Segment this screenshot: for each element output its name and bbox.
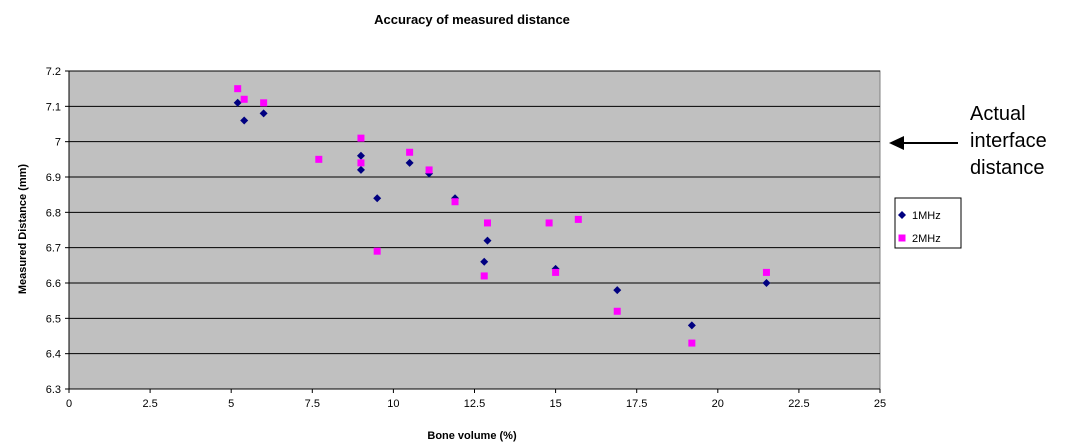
plot-area <box>68 70 881 390</box>
point-2mhz <box>762 268 770 276</box>
legend: 1MHz 2MHz <box>894 197 962 249</box>
y-tick-label: 6.4 <box>46 349 61 361</box>
x-tick-label: 22.5 <box>788 398 809 410</box>
y-tick-label: 7 <box>55 137 61 149</box>
y-tick-label: 6.6 <box>46 278 61 290</box>
x-tick-label: 2.5 <box>142 398 157 410</box>
point-2mhz <box>315 155 323 163</box>
legend-label-2mhz: 2MHz <box>912 233 941 245</box>
legend-label-1mhz: 1MHz <box>912 210 941 222</box>
x-tick-label: 5 <box>228 398 234 410</box>
y-tick-label: 6.7 <box>46 243 61 255</box>
y-tick-label: 6.5 <box>46 313 61 325</box>
point-2mhz <box>373 247 381 255</box>
point-1mhz <box>483 236 492 245</box>
point-1mhz <box>613 286 622 295</box>
point-2mhz <box>406 148 414 156</box>
point-1mhz <box>762 279 771 287</box>
x-tick-label: 17.5 <box>626 398 647 410</box>
point-2mhz <box>357 134 365 142</box>
chart-title: Accuracy of measured distance <box>374 12 570 27</box>
plot-background <box>68 70 881 390</box>
y-tick-label: 6.3 <box>46 384 61 396</box>
annotation-arrowhead <box>889 136 904 150</box>
y-tick-label: 6.8 <box>46 207 61 219</box>
y-tick-label: 7.2 <box>46 66 61 78</box>
point-1mhz <box>259 109 268 118</box>
point-2mhz <box>480 272 488 280</box>
point-2mhz <box>574 215 582 223</box>
point-2mhz <box>552 268 560 276</box>
y-tick-label: 6.9 <box>46 172 61 184</box>
point-2mhz <box>260 99 268 107</box>
y-tick-label: 7.1 <box>46 101 61 113</box>
x-tick-label: 20 <box>712 398 724 410</box>
x-tick-label: 12.5 <box>464 398 485 410</box>
legend-marker-2mhz <box>898 234 906 242</box>
point-2mhz <box>425 166 433 174</box>
x-tick-label: 25 <box>874 398 886 410</box>
annotation-line-3: distance <box>970 157 1045 179</box>
point-2mhz <box>545 219 553 227</box>
point-2mhz <box>688 339 696 347</box>
point-1mhz <box>373 194 382 203</box>
x-axis-ticks: 0 2.5 5 7.5 10 12.5 15 17.5 20 22.5 25 <box>66 71 886 410</box>
point-2mhz <box>613 307 621 315</box>
grid-lines <box>69 70 880 390</box>
point-1mhz <box>405 158 414 167</box>
point-1mhz <box>356 165 365 174</box>
annotation-line-2: interface <box>970 130 1047 152</box>
point-2mhz <box>357 159 365 167</box>
point-2mhz <box>240 95 248 103</box>
x-tick-label: 10 <box>387 398 399 410</box>
annotation-line-1: Actual <box>970 103 1026 125</box>
point-1mhz <box>356 151 365 160</box>
y-axis-ticks: 6.3 6.4 6.5 6.6 6.7 6.8 6.9 7 7.1 7.2 <box>46 66 69 396</box>
x-tick-label: 7.5 <box>305 398 320 410</box>
legend-marker-1mhz <box>898 211 906 219</box>
legend-box <box>894 197 962 249</box>
y-axis-title: Measured Distance (mm) <box>17 164 29 295</box>
data-markers <box>233 85 771 347</box>
point-1mhz <box>240 116 249 125</box>
point-2mhz <box>234 85 242 93</box>
x-tick-label: 15 <box>549 398 561 410</box>
point-1mhz <box>687 321 696 330</box>
interface-annotation: Actual interface distance <box>889 103 1047 179</box>
x-axis-title: Bone volume (%) <box>427 430 517 442</box>
point-2mhz <box>451 198 459 206</box>
point-1mhz <box>233 98 242 107</box>
x-tick-label: 0 <box>66 398 72 410</box>
point-1mhz <box>480 257 489 266</box>
point-2mhz <box>483 219 491 227</box>
